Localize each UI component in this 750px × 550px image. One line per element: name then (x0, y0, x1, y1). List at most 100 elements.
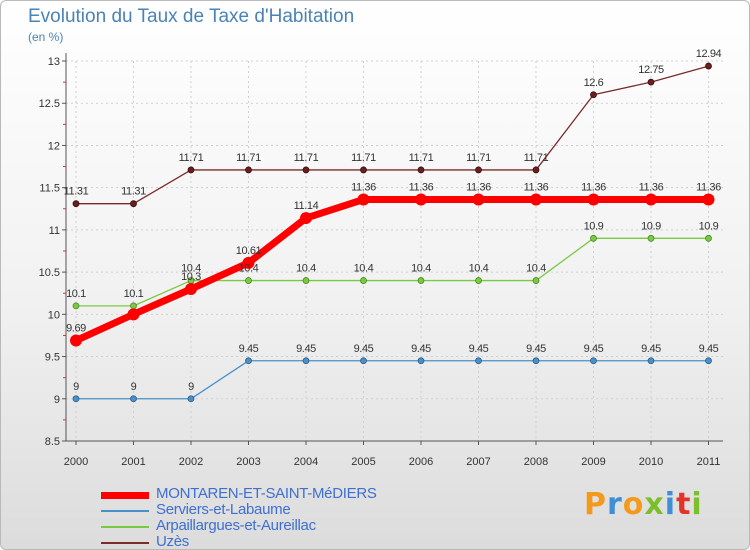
y-tick-label: 9.5 (45, 352, 60, 364)
data-point-arpaillargues (130, 302, 137, 310)
data-label-serviers: 9 (188, 381, 194, 393)
data-point-montaren (357, 193, 370, 206)
data-point-serviers (245, 357, 252, 365)
data-point-uzes (417, 166, 425, 174)
data-label-uzes: 11.71 (524, 152, 549, 164)
proxiti-logo: Proxiti (584, 487, 703, 522)
data-labels: 9.69 10.3 10.61 11.14 11.36 11.36 11.36 11.36 11… (64, 48, 722, 393)
data-point-arpaillargues (360, 277, 367, 284)
logo-letter: o (622, 487, 645, 522)
data-label-montaren: 11.36 (351, 181, 376, 193)
series-line-arpaillargues (75, 237, 710, 307)
logo-letter: P (584, 487, 607, 522)
y-tick-label: 8.5 (45, 436, 60, 448)
y-tick-label: 9 (54, 394, 60, 406)
data-point-serviers (187, 395, 195, 403)
data-label-montaren: 11.36 (581, 181, 606, 193)
data-label-serviers: 9.45 (584, 343, 604, 355)
data-label-serviers: 9 (73, 381, 79, 393)
data-label-montaren: 11.36 (524, 181, 549, 193)
data-label-serviers: 9.45 (469, 343, 489, 355)
data-label-uzes: 11.71 (409, 152, 434, 164)
x-tick-label: 2002 (179, 456, 203, 468)
data-label-arpaillargues: 10.9 (584, 220, 604, 232)
data-label-montaren: 10.61 (236, 245, 262, 257)
data-label-arpaillargues: 10.4 (411, 263, 431, 275)
series-line-uzes (75, 65, 710, 205)
data-label-uzes: 12.75 (638, 64, 664, 76)
data-label-arpaillargues: 10.4 (296, 263, 316, 275)
x-tick-label: 2004 (294, 456, 318, 468)
legend-label: Serviers-et-Labaume (156, 501, 291, 518)
x-tick-label: 2000 (64, 456, 88, 468)
data-point-uzes (532, 166, 540, 174)
data-label-serviers: 9.45 (699, 343, 719, 355)
y-tick-label: 12 (48, 140, 60, 152)
data-point-montaren (587, 193, 600, 206)
legend-swatch (101, 526, 149, 528)
data-point-serviers (590, 357, 597, 365)
data-label-arpaillargues: 10.9 (641, 220, 661, 232)
data-label-uzes: 11.71 (236, 152, 261, 164)
series-lines (70, 62, 715, 403)
data-label-montaren: 11.36 (409, 181, 434, 193)
x-tick-label: 2001 (121, 456, 145, 468)
data-point-serviers (130, 395, 137, 403)
data-label-arpaillargues: 10.4 (526, 263, 546, 275)
chart-subtitle: (en %) (28, 30, 64, 44)
data-label-uzes: 11.71 (179, 152, 204, 164)
data-label-arpaillargues: 10.1 (66, 288, 86, 300)
data-point-arpaillargues (705, 234, 712, 242)
data-label-uzes: 11.71 (294, 152, 319, 164)
x-tick-label: 2007 (466, 456, 490, 468)
data-label-uzes: 12.6 (584, 77, 604, 89)
data-label-uzes: 11.71 (466, 152, 491, 164)
data-label-uzes: 11.71 (351, 152, 376, 164)
logo-letter: x (644, 487, 665, 522)
data-point-montaren (530, 193, 542, 206)
data-label-serviers: 9.45 (526, 343, 546, 355)
data-point-uzes (475, 166, 482, 174)
data-point-uzes (245, 166, 252, 174)
legend-item-montaren: MONTAREN-ET-SAINT-MéDIERS (101, 485, 421, 503)
data-label-serviers: 9.45 (641, 343, 661, 355)
data-point-montaren (300, 212, 312, 225)
y-tick-label: 11.5 (39, 183, 60, 195)
data-point-serviers (417, 357, 425, 365)
data-point-montaren (415, 193, 427, 206)
data-point-montaren (242, 256, 255, 269)
data-label-montaren: 11.36 (639, 181, 664, 193)
data-label-montaren: 11.36 (696, 181, 721, 193)
x-tick-label: 2003 (236, 456, 260, 468)
data-point-montaren (702, 193, 715, 206)
x-tick-label: 2005 (351, 456, 375, 468)
data-point-arpaillargues (302, 277, 310, 284)
data-point-uzes (72, 200, 80, 208)
series-line-serviers (75, 360, 710, 400)
legend-label: Arpaillargues-et-Aureillac (156, 517, 316, 534)
legend-swatch (101, 542, 149, 544)
data-point-arpaillargues (590, 234, 597, 242)
data-label-serviers: 9.45 (239, 343, 259, 355)
data-point-serviers (532, 357, 540, 365)
y-tick-label: 13 (48, 56, 60, 68)
data-point-uzes (302, 166, 310, 174)
data-point-serviers (72, 395, 80, 403)
data-point-uzes (705, 62, 712, 70)
data-point-arpaillargues (532, 277, 540, 284)
data-label-uzes: 12.94 (696, 48, 722, 60)
legend-swatch (101, 492, 149, 499)
x-tick-label: 2006 (409, 456, 433, 468)
y-tick-label: 11 (49, 225, 60, 237)
y-tick-label: 12.5 (39, 98, 60, 110)
data-label-uzes: 11.31 (64, 186, 89, 198)
x-tick-label: 2010 (639, 456, 663, 468)
data-point-serviers (647, 357, 655, 365)
data-point-montaren (70, 334, 82, 347)
axes: 8.5 9 9.5 10 10.5 11 11.5 12 12.5 13 2000 2001 2002 2… (39, 53, 723, 468)
data-label-montaren: 11.36 (466, 181, 491, 193)
data-point-arpaillargues (245, 277, 252, 284)
data-point-serviers (360, 357, 367, 365)
